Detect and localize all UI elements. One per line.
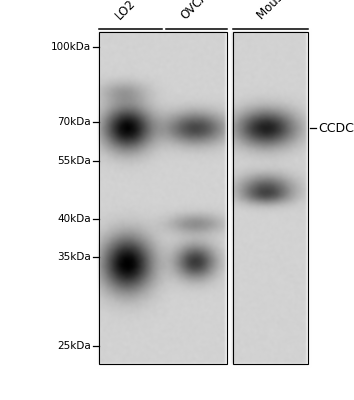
Bar xyxy=(99,32,227,364)
Text: 40kDa: 40kDa xyxy=(57,214,91,224)
Text: OVCAR3: OVCAR3 xyxy=(178,0,222,22)
Text: 70kDa: 70kDa xyxy=(57,117,91,127)
Text: Mouse lung: Mouse lung xyxy=(255,0,312,22)
Text: 100kDa: 100kDa xyxy=(51,42,91,52)
Text: 55kDa: 55kDa xyxy=(57,156,91,166)
Text: 35kDa: 35kDa xyxy=(57,252,91,262)
Text: 25kDa: 25kDa xyxy=(57,341,91,351)
Text: CCDC47: CCDC47 xyxy=(318,122,354,134)
Bar xyxy=(233,32,308,364)
Text: LO2: LO2 xyxy=(113,0,138,22)
